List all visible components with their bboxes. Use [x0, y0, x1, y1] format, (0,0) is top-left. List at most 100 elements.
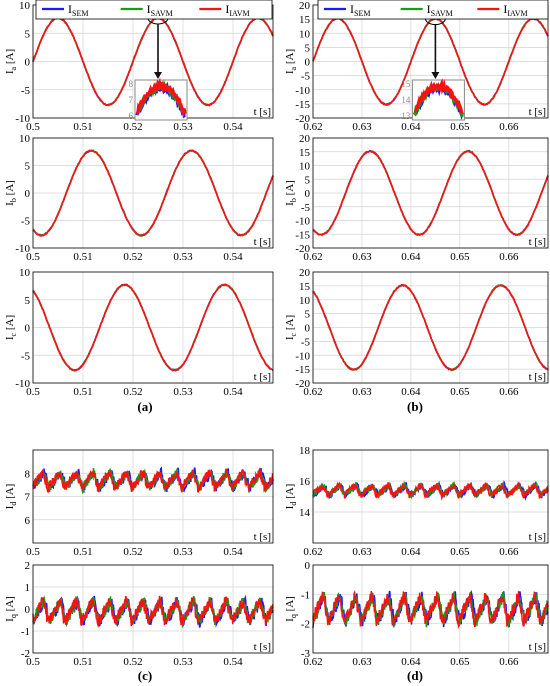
legend-entry-base: I [225, 2, 229, 16]
y-tick-label: -5 [301, 202, 311, 214]
x-axis-label-bg [522, 530, 547, 542]
y-axis-label-sub: a [289, 66, 298, 70]
legend-entry-sub: SAVM [431, 9, 453, 18]
x-axis-label: t [s] [254, 236, 271, 248]
x-axis-label-bg [247, 105, 272, 117]
axes-frame [312, 271, 549, 384]
chart-d-id: 0.62 0.63 0.64 0.65 0.66 14 16 18 Id [A] t [s] [284, 445, 549, 558]
x-tick-label: 0.51 [73, 251, 92, 263]
y-tick-label: 1 [25, 582, 31, 594]
chart-a-ic: 0.5 0.51 0.52 0.53 0.54 -10 -5 0 5 10 Ic [A] t [s] [4, 267, 274, 398]
x-axis-label-bg [522, 640, 547, 652]
legend-entry: ISEM [350, 2, 370, 18]
y-tick-label: 8 [25, 468, 31, 480]
y-tick-label: 0 [305, 57, 311, 69]
x-tick-label: 0.64 [401, 546, 421, 558]
axes-frame [32, 271, 274, 384]
series-line-iavm [312, 150, 549, 237]
subfigure-caption: (d) [407, 668, 423, 683]
x-tick-label: 0.65 [450, 546, 470, 558]
x-tick-label: 0.5 [26, 546, 40, 558]
x-tick-label: 0.51 [73, 121, 92, 133]
y-axis-label-unit: [A] [4, 484, 16, 502]
y-tick-label: -5 [21, 85, 31, 97]
legend-entry: IIAVM [225, 2, 249, 18]
y-tick-label: 0 [305, 560, 311, 572]
chart-b-ia: 0.62 0.63 0.64 0.65 0.66 -20 -15 -10 -5 0 5 10 15 20 I… [284, 0, 549, 133]
y-tick-label: 14 [299, 507, 311, 519]
y-axis-label-base: I [284, 336, 296, 340]
x-tick-label: 0.51 [73, 386, 92, 398]
y-axis-label: Ic [A] [284, 315, 298, 340]
y-tick-label: -5 [301, 71, 311, 83]
x-tick-label: 0.52 [123, 656, 142, 668]
y-axis-label-unit: [A] [284, 484, 296, 502]
series-line-iavm [32, 283, 274, 372]
chart-a-ib: 0.5 0.51 0.52 0.53 0.54 -10 -5 0 5 10 Ib [A] t [s] [4, 133, 274, 263]
y-tick-label: -5 [21, 350, 31, 362]
x-tick-label: 0.53 [173, 386, 193, 398]
y-tick-label: 0 [25, 604, 31, 616]
y-tick-label: -10 [295, 350, 310, 362]
y-tick-label: 0 [305, 323, 311, 335]
x-tick-label: 0.64 [401, 121, 421, 133]
x-tick-label: 0.53 [173, 251, 193, 263]
legend-entry-base: I [503, 2, 507, 16]
series-line-iavm [32, 467, 274, 494]
y-tick-label: -20 [295, 113, 310, 125]
inset-tick-label: 13 [401, 111, 411, 121]
y-tick-label: 5 [305, 42, 311, 54]
x-tick-label: 0.62 [303, 121, 322, 133]
y-axis-label-sub: c [9, 332, 18, 336]
x-tick-label: 0.63 [352, 251, 372, 263]
y-axis-label-unit: [A] [4, 180, 16, 198]
arrowhead-icon [431, 72, 440, 79]
y-tick-label: 10 [299, 161, 311, 173]
legend-entry-sub: IAVM [507, 9, 527, 18]
x-tick-label: 0.66 [499, 121, 519, 133]
x-axis-label-bg [522, 105, 547, 117]
inset-tick-label: 6 [129, 111, 134, 121]
y-axis-label-base: I [4, 202, 16, 206]
y-axis-label-sub: b [9, 198, 18, 202]
legend-entry-base: I [350, 2, 354, 16]
y-axis-label-sub: c [289, 332, 298, 336]
x-tick-label: 0.53 [173, 546, 193, 558]
x-tick-label: 0.51 [73, 656, 92, 668]
y-tick-label: 5 [25, 28, 31, 40]
y-tick-label: 10 [299, 295, 311, 307]
x-axis-label: t [s] [254, 371, 271, 383]
inset-tick-label: 8 [129, 79, 134, 89]
x-axis-label: t [s] [529, 236, 546, 248]
y-tick-label: -20 [295, 243, 310, 255]
y-tick-label: 2 [25, 560, 31, 572]
x-tick-label: 0.52 [123, 251, 142, 263]
y-axis-label: Ib [A] [284, 180, 298, 206]
axes-frame [312, 137, 549, 249]
x-tick-label: 0.62 [303, 386, 322, 398]
y-tick-label: 7 [25, 492, 31, 504]
x-tick-label: 0.52 [123, 546, 142, 558]
y-tick-label: 16 [299, 476, 311, 488]
y-axis-label: Ic [A] [4, 315, 18, 340]
subfigure-caption: (b) [407, 399, 423, 414]
y-axis-label-sub: q [9, 614, 18, 618]
x-tick-label: 0.64 [401, 656, 421, 668]
series-line-iavm [32, 149, 274, 237]
x-axis-label-bg [247, 370, 272, 382]
y-tick-label: 15 [299, 147, 311, 159]
y-axis-label: Ib [A] [4, 180, 18, 206]
inset-tick-label: 7 [129, 95, 134, 105]
chart-d-iq: 0.62 0.63 0.64 0.65 0.66 -3 -2 -1 0 Iq [A] t [s] [284, 560, 549, 668]
y-axis-label: Id [A] [4, 484, 18, 510]
y-axis-label-base: I [284, 618, 296, 622]
y-tick-label: 5 [25, 161, 31, 173]
y-tick-label: 20 [299, 133, 311, 145]
x-tick-label: 0.63 [352, 386, 372, 398]
legend-entry: ISEM [68, 2, 88, 18]
y-tick-label: 10 [19, 267, 31, 279]
y-tick-label: -15 [295, 229, 310, 241]
y-axis-label-unit: [A] [284, 49, 296, 67]
y-axis-label-base: I [4, 505, 16, 509]
